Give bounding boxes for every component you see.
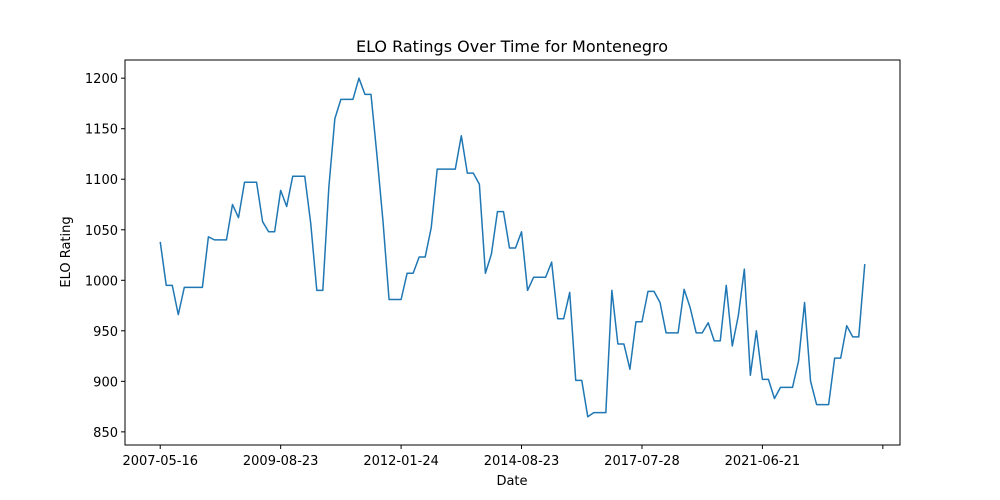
y-axis-label: ELO Rating <box>59 216 74 287</box>
x-tick-label: 2009-08-23 <box>243 454 319 469</box>
chart-title: ELO Ratings Over Time for Montenegro <box>356 37 668 56</box>
y-tick-label: 850 <box>93 426 118 441</box>
y-tick-label: 1200 <box>85 72 118 87</box>
y-tick-label: 900 <box>93 375 118 390</box>
line <box>159 77 866 418</box>
y-tick-label: 1000 <box>85 274 118 289</box>
y-tick-label: 950 <box>93 325 118 340</box>
y-tick-label: 1050 <box>85 224 118 239</box>
x-tick-label: 2012-01-24 <box>363 454 439 469</box>
x-tick-label: 2017-07-28 <box>604 454 680 469</box>
y-tick-label: 1100 <box>85 173 118 188</box>
plot-frame <box>124 59 901 446</box>
x-tick-label: 2014-08-23 <box>484 454 560 469</box>
y-tick-label: 1150 <box>85 123 118 138</box>
x-tick-label: 2021-06-21 <box>725 454 801 469</box>
x-axis-label: Date <box>496 474 527 489</box>
x-tick-label: 2007-05-16 <box>122 454 198 469</box>
